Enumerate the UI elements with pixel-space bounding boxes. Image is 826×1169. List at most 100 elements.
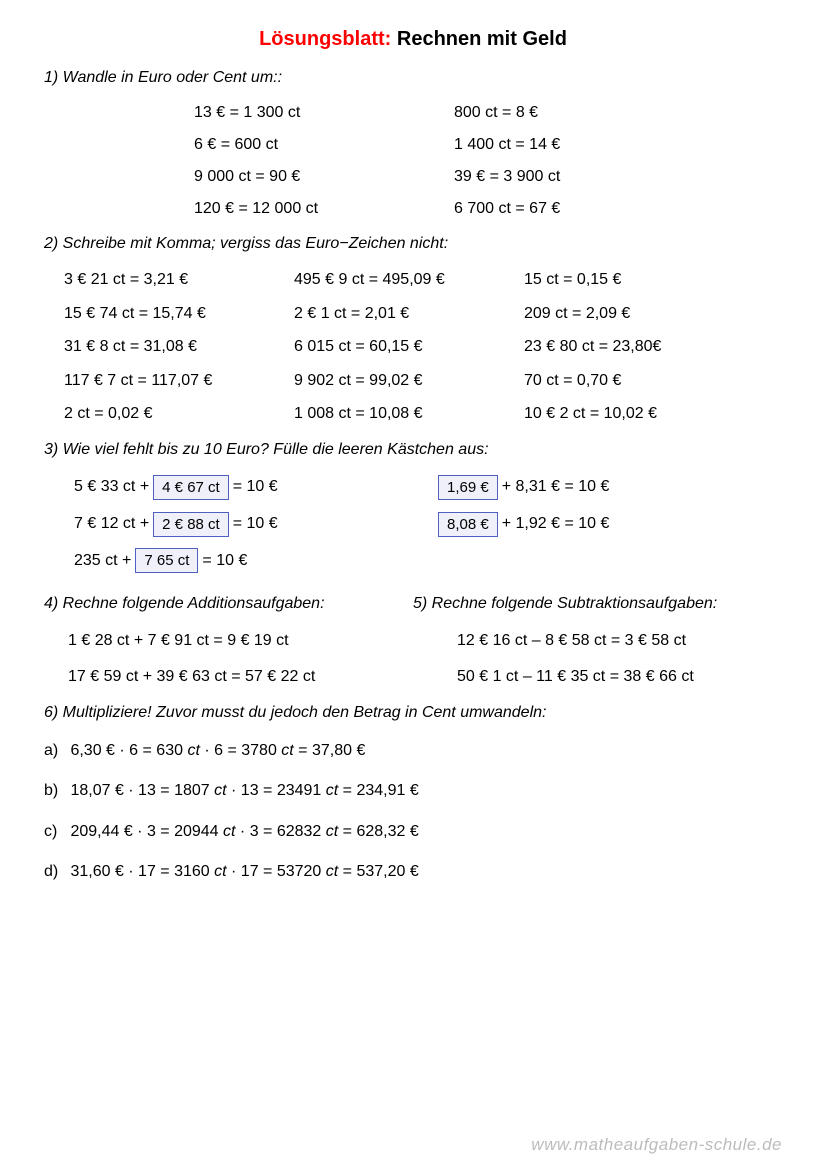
- cell: 6 € = 600 ct: [194, 129, 394, 161]
- label: b): [44, 780, 66, 802]
- cell: 6 700 ct = 67 €: [454, 193, 654, 225]
- answer-box: 2 € 88 ct: [153, 512, 229, 537]
- cell: 117 € 7 ct = 117,07 €: [64, 364, 274, 398]
- footer-url: www.matheaufgaben-schule.de: [531, 1135, 782, 1155]
- line: d) 31,60 € · 17 = 3160 ct · 17 = 53720 c…: [44, 861, 782, 883]
- sec6-prompt: 6) Multipliziere! Zuvor musst du jedoch …: [44, 704, 782, 722]
- sec5-prompt: 5) Rechne folgende Subtraktionsaufgaben:: [413, 595, 782, 613]
- table-row: 9 000 ct = 90 € 39 € = 3 900 ct: [44, 161, 782, 193]
- text: = 10 €: [202, 543, 247, 580]
- unit: ct: [223, 823, 235, 840]
- text: · 17 = 53720: [227, 863, 326, 880]
- label: a): [44, 740, 66, 762]
- text: 209,44 € · 3 = 20944: [70, 823, 223, 840]
- table-row: 235 ct + 7 65 ct = 10 €: [44, 543, 782, 580]
- cell: 800 ct = 8 €: [454, 97, 654, 129]
- unit: ct: [326, 863, 338, 880]
- unit: ct: [281, 742, 293, 759]
- page-title: Lösungsblatt: Rechnen mit Geld: [44, 28, 782, 51]
- cell: 2 € 1 ct = 2,01 €: [294, 297, 504, 331]
- answer-box: 1,69 €: [438, 475, 498, 500]
- table-row: 120 € = 12 000 ct 6 700 ct = 67 €: [44, 193, 782, 225]
- cell: 235 ct + 7 65 ct = 10 €: [74, 543, 414, 580]
- unit: ct: [326, 782, 338, 799]
- text: 6,30 € · 6 = 630: [70, 742, 187, 759]
- answer-box: 7 65 ct: [135, 548, 198, 573]
- sec3-prompt: 3) Wie viel fehlt bis zu 10 Euro? Fülle …: [44, 441, 782, 459]
- text: = 537,20 €: [338, 863, 419, 880]
- line: b) 18,07 € · 13 = 1807 ct · 13 = 23491 c…: [44, 780, 782, 802]
- unit: ct: [214, 782, 226, 799]
- text: = 234,91 €: [338, 782, 419, 799]
- table-row: 7 € 12 ct + 2 € 88 ct = 10 € 8,08 € + 1,…: [44, 506, 782, 543]
- cell: 209 ct = 2,09 €: [524, 297, 734, 331]
- cell: 15 ct = 0,15 €: [524, 263, 734, 297]
- sec1-grid: 13 € = 1 300 ct 800 ct = 8 € 6 € = 600 c…: [44, 97, 782, 225]
- cell: 1 400 ct = 14 €: [454, 129, 654, 161]
- sec2-grid: 3 € 21 ct = 3,21 € 495 € 9 ct = 495,09 €…: [44, 263, 782, 431]
- sec4: 4) Rechne folgende Additionsaufgaben: 1 …: [44, 585, 413, 693]
- cell: 5 € 33 ct + 4 € 67 ct = 10 €: [74, 469, 414, 506]
- text: 18,07 € · 13 = 1807: [70, 782, 214, 799]
- cell: 6 015 ct = 60,15 €: [294, 330, 504, 364]
- answer-box: 4 € 67 ct: [153, 475, 229, 500]
- line: 17 € 59 ct + 39 € 63 ct = 57 € 22 ct: [68, 659, 413, 694]
- text: = 10 €: [233, 469, 278, 506]
- table-row: 6 € = 600 ct 1 400 ct = 14 €: [44, 129, 782, 161]
- answer-box: 8,08 €: [438, 512, 498, 537]
- text: · 6 = 3780: [200, 742, 281, 759]
- cell: 7 € 12 ct + 2 € 88 ct = 10 €: [74, 506, 414, 543]
- sec5: 5) Rechne folgende Subtraktionsaufgaben:…: [413, 585, 782, 693]
- text: = 628,32 €: [338, 823, 419, 840]
- text: + 8,31 € = 10 €: [502, 469, 610, 506]
- table-row: 5 € 33 ct + 4 € 67 ct = 10 € 1,69 € + 8,…: [44, 469, 782, 506]
- line: c) 209,44 € · 3 = 20944 ct · 3 = 62832 c…: [44, 821, 782, 843]
- table-row: 117 € 7 ct = 117,07 € 9 902 ct = 99,02 €…: [44, 364, 782, 398]
- table-row: 3 € 21 ct = 3,21 € 495 € 9 ct = 495,09 €…: [44, 263, 782, 297]
- cell: 10 € 2 ct = 10,02 €: [524, 397, 734, 431]
- sec6: a) 6,30 € · 6 = 630 ct · 6 = 3780 ct = 3…: [44, 740, 782, 884]
- cell: 8,08 € + 1,92 € = 10 €: [434, 506, 774, 543]
- sec1-prompt: 1) Wandle in Euro oder Cent um::: [44, 69, 782, 87]
- table-row: 15 € 74 ct = 15,74 € 2 € 1 ct = 2,01 € 2…: [44, 297, 782, 331]
- table-row: 2 ct = 0,02 € 1 008 ct = 10,08 € 10 € 2 …: [44, 397, 782, 431]
- label: d): [44, 861, 66, 883]
- unit: ct: [187, 742, 199, 759]
- cell: 3 € 21 ct = 3,21 €: [64, 263, 274, 297]
- sec45: 4) Rechne folgende Additionsaufgaben: 1 …: [44, 585, 782, 693]
- cell: 70 ct = 0,70 €: [524, 364, 734, 398]
- text: 31,60 € · 17 = 3160: [70, 863, 214, 880]
- cell: 13 € = 1 300 ct: [194, 97, 394, 129]
- text: + 1,92 € = 10 €: [502, 506, 610, 543]
- cell: 2 ct = 0,02 €: [64, 397, 274, 431]
- unit: ct: [214, 863, 226, 880]
- title-black: Rechnen mit Geld: [397, 28, 567, 50]
- line: a) 6,30 € · 6 = 630 ct · 6 = 3780 ct = 3…: [44, 740, 782, 762]
- cell: 495 € 9 ct = 495,09 €: [294, 263, 504, 297]
- text: 5 € 33 ct +: [74, 469, 149, 506]
- cell: 31 € 8 ct = 31,08 €: [64, 330, 274, 364]
- cell: 1 008 ct = 10,08 €: [294, 397, 504, 431]
- cell: 39 € = 3 900 ct: [454, 161, 654, 193]
- title-red: Lösungsblatt:: [259, 28, 391, 50]
- sec3-grid: 5 € 33 ct + 4 € 67 ct = 10 € 1,69 € + 8,…: [44, 469, 782, 579]
- text: · 3 = 62832: [235, 823, 325, 840]
- text: = 10 €: [233, 506, 278, 543]
- label: c): [44, 821, 66, 843]
- cell: 9 902 ct = 99,02 €: [294, 364, 504, 398]
- text: · 13 = 23491: [227, 782, 326, 799]
- sec2-prompt: 2) Schreibe mit Komma; vergiss das Euro−…: [44, 235, 782, 253]
- cell: 120 € = 12 000 ct: [194, 193, 394, 225]
- line: 50 € 1 ct – 11 € 35 ct = 38 € 66 ct: [457, 659, 782, 694]
- line: 1 € 28 ct + 7 € 91 ct = 9 € 19 ct: [68, 623, 413, 658]
- line: 12 € 16 ct – 8 € 58 ct = 3 € 58 ct: [457, 623, 782, 658]
- cell: 23 € 80 ct = 23,80€: [524, 330, 734, 364]
- table-row: 31 € 8 ct = 31,08 € 6 015 ct = 60,15 € 2…: [44, 330, 782, 364]
- text: 7 € 12 ct +: [74, 506, 149, 543]
- text: = 37,80 €: [294, 742, 366, 759]
- table-row: 13 € = 1 300 ct 800 ct = 8 €: [44, 97, 782, 129]
- unit: ct: [326, 823, 338, 840]
- cell: 15 € 74 ct = 15,74 €: [64, 297, 274, 331]
- text: 235 ct +: [74, 543, 131, 580]
- cell: 1,69 € + 8,31 € = 10 €: [434, 469, 774, 506]
